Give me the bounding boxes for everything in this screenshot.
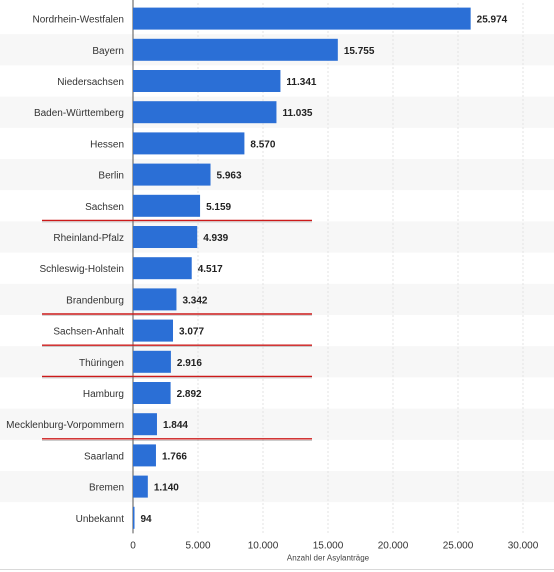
category-label: Hessen bbox=[90, 139, 124, 150]
x-tick-label: 20.000 bbox=[378, 540, 409, 551]
row-band bbox=[0, 96, 554, 128]
value-label: 94 bbox=[141, 514, 153, 525]
category-label: Sachsen bbox=[85, 202, 124, 213]
value-label: 5.159 bbox=[206, 202, 231, 213]
bar bbox=[133, 163, 211, 186]
category-label: Saarland bbox=[84, 451, 124, 462]
bar bbox=[133, 7, 471, 30]
value-label: 1.844 bbox=[163, 420, 188, 431]
bar bbox=[133, 101, 277, 124]
bar bbox=[133, 444, 156, 467]
bar bbox=[133, 288, 177, 311]
category-label: Niedersachsen bbox=[57, 77, 124, 88]
value-label: 4.939 bbox=[203, 233, 228, 244]
row-band bbox=[0, 346, 554, 378]
bar bbox=[133, 319, 174, 342]
category-label: Rheinland-Pfalz bbox=[53, 233, 124, 244]
value-label: 5.963 bbox=[217, 171, 242, 182]
x-tick-label: 15.000 bbox=[313, 540, 344, 551]
bar bbox=[133, 257, 192, 280]
bar bbox=[133, 38, 338, 61]
row-band bbox=[0, 283, 554, 315]
value-label: 2.892 bbox=[177, 389, 202, 400]
category-label: Mecklenburg-Vorpommern bbox=[6, 420, 124, 431]
x-tick-label: 0 bbox=[130, 540, 136, 551]
category-label: Thüringen bbox=[79, 358, 124, 369]
value-label: 3.342 bbox=[182, 295, 207, 306]
x-tick-label: 30.000 bbox=[508, 540, 539, 551]
x-tick-label: 25.000 bbox=[443, 540, 474, 551]
category-label: Baden-Württemberg bbox=[34, 108, 124, 119]
row-band bbox=[0, 159, 554, 191]
value-label: 4.517 bbox=[198, 264, 223, 275]
bar bbox=[133, 194, 201, 217]
category-label: Brandenburg bbox=[66, 295, 124, 306]
bar bbox=[133, 506, 135, 529]
value-label: 8.570 bbox=[250, 139, 275, 150]
bar bbox=[133, 475, 148, 498]
value-label: 1.140 bbox=[154, 483, 179, 494]
value-label: 11.035 bbox=[282, 108, 312, 119]
value-label: 2.916 bbox=[177, 358, 202, 369]
category-label: Sachsen-Anhalt bbox=[53, 327, 124, 338]
value-label: 15.755 bbox=[344, 46, 375, 57]
category-label: Nordrhein-Westfalen bbox=[32, 15, 124, 26]
category-label: Hamburg bbox=[83, 389, 124, 400]
x-tick-label: 10.000 bbox=[248, 540, 279, 551]
row-band bbox=[0, 471, 554, 503]
bar bbox=[133, 70, 281, 92]
value-label: 25.974 bbox=[477, 15, 508, 26]
category-label: Schleswig-Holstein bbox=[40, 264, 124, 275]
row-band bbox=[0, 221, 554, 253]
bottom-border bbox=[0, 569, 554, 570]
value-label: 1.766 bbox=[162, 451, 187, 462]
category-label: Bayern bbox=[92, 46, 124, 57]
bar bbox=[133, 350, 171, 373]
row-band bbox=[0, 408, 554, 440]
x-tick-label: 5.000 bbox=[185, 540, 210, 551]
value-label: 11.341 bbox=[286, 77, 316, 88]
x-axis-title: Anzahl der Asylanträge bbox=[287, 553, 370, 562]
category-label: Bremen bbox=[89, 483, 124, 494]
bar bbox=[133, 132, 245, 155]
category-label: Berlin bbox=[98, 171, 124, 182]
value-label: 3.077 bbox=[179, 327, 204, 338]
bar bbox=[133, 226, 198, 248]
category-label: Unbekannt bbox=[76, 514, 125, 525]
bar bbox=[133, 382, 171, 404]
bar bbox=[133, 413, 157, 436]
